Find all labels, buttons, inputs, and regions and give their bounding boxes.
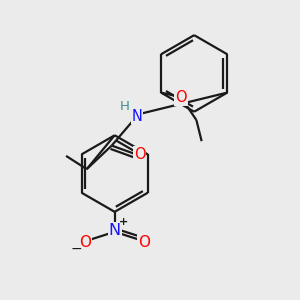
Text: O: O xyxy=(175,90,187,105)
Text: O: O xyxy=(134,147,146,162)
Text: O: O xyxy=(138,235,150,250)
Text: N: N xyxy=(109,223,121,238)
Text: N: N xyxy=(131,109,142,124)
Text: O: O xyxy=(79,235,91,250)
Text: +: + xyxy=(119,217,128,227)
Text: −: − xyxy=(70,242,82,256)
Text: H: H xyxy=(119,100,129,113)
